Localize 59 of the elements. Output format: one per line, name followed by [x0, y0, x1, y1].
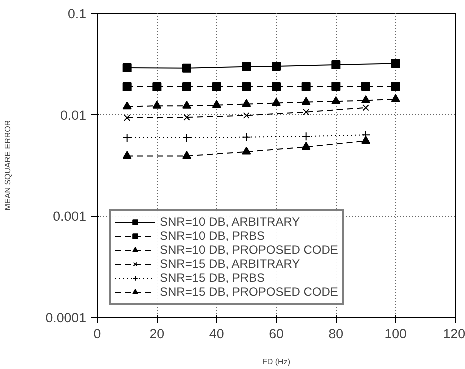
point	[182, 100, 192, 109]
y-tick-label: 0.001	[53, 209, 87, 224]
legend-label: SNR=10 DB, ARBITRARY	[160, 215, 300, 229]
y-axis-title: MEAN SQUARE ERROR	[4, 120, 13, 211]
point	[122, 63, 132, 72]
point	[152, 82, 162, 92]
legend-label: SNR=15 DB, ARBITRARY	[160, 257, 300, 271]
point	[242, 132, 252, 142]
point	[182, 134, 192, 143]
x-tick-label: 80	[328, 326, 344, 342]
point	[122, 151, 132, 160]
point	[182, 151, 192, 160]
point	[332, 96, 341, 104]
legend-label: SNR=15 DB, PROPOSED CODE	[160, 285, 338, 299]
point	[122, 82, 132, 92]
point	[243, 112, 250, 120]
point	[182, 64, 192, 73]
point	[302, 132, 311, 142]
point	[272, 82, 281, 92]
point	[272, 98, 281, 106]
point	[212, 100, 222, 108]
x-tick-label: 100	[384, 326, 407, 342]
legend-label: SNR=10 DB, PRBS	[160, 229, 266, 243]
point	[122, 102, 132, 110]
x-tick-label: 20	[150, 326, 165, 342]
point	[362, 82, 370, 92]
y-tick-label: 0.01	[60, 108, 87, 123]
point	[212, 82, 222, 92]
x-tick-label: 0	[94, 326, 102, 342]
point	[391, 82, 400, 92]
legend-label: SNR=15 DB, PRBS	[160, 271, 266, 285]
point	[302, 82, 311, 92]
point	[362, 136, 370, 144]
point	[272, 62, 281, 71]
point	[362, 96, 370, 104]
point	[362, 104, 370, 112]
point	[242, 82, 252, 92]
point	[302, 97, 311, 106]
point	[332, 60, 341, 70]
point	[302, 142, 311, 150]
point	[391, 59, 400, 68]
point	[332, 82, 341, 92]
legend-label: SNR=10 DB, PROPOSED CODE	[160, 243, 338, 257]
point	[152, 100, 162, 109]
point	[242, 99, 252, 108]
point	[124, 114, 131, 122]
x-axis-title: FD (Hz)	[262, 358, 291, 366]
point	[122, 134, 132, 143]
point	[184, 114, 190, 121]
x-tick-label: 120	[443, 326, 465, 342]
point	[242, 62, 252, 72]
x-tick-label: 60	[269, 326, 284, 342]
point	[182, 82, 192, 92]
point	[303, 108, 310, 116]
point	[391, 94, 400, 102]
y-tick-label: 0.0001	[46, 310, 86, 326]
x-tick-label: 40	[209, 326, 224, 342]
y-tick-label: 0.1	[68, 6, 87, 22]
point	[242, 146, 252, 155]
